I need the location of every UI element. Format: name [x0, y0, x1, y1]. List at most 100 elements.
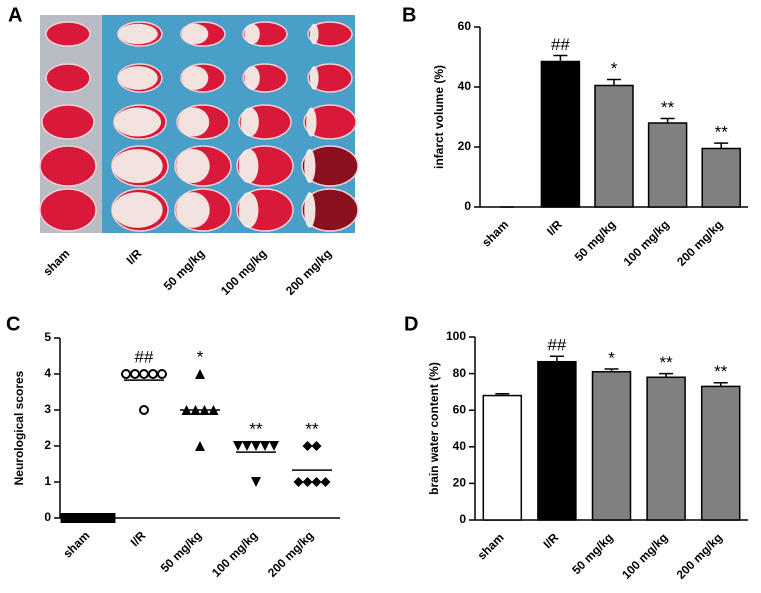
- point: [139, 369, 149, 379]
- y-tick-label: 3: [44, 402, 51, 416]
- bar: [540, 60, 581, 208]
- point: [60, 513, 71, 523]
- x-tick-label: sham: [475, 530, 507, 562]
- significance-label: *: [611, 59, 618, 78]
- x-tick-label: 100 mg/kg: [218, 246, 269, 297]
- infarct-area: [238, 192, 259, 228]
- error-bar: [549, 355, 564, 362]
- significance-label: **: [661, 98, 675, 117]
- brain-slice: [41, 104, 95, 140]
- point: [311, 477, 322, 487]
- infarct-area: [304, 149, 316, 183]
- y-tick-label: 20: [458, 139, 472, 153]
- y-axis-label: Neurological scores: [12, 370, 26, 485]
- panel-letter: A: [8, 4, 22, 26]
- point: [260, 441, 270, 451]
- significance-label: ##: [547, 336, 566, 355]
- infarct-area: [238, 149, 259, 183]
- point: [302, 477, 313, 487]
- infarct-area: [306, 107, 317, 137]
- point: [157, 369, 167, 379]
- y-tick-label: 60: [458, 19, 472, 33]
- y-tick-label: 40: [458, 79, 472, 93]
- y-axis-label: infarct volume (%): [432, 65, 446, 169]
- panel-letter: D: [404, 313, 418, 335]
- y-tick-label: 2: [44, 438, 51, 452]
- point: [302, 441, 313, 451]
- infarct-area: [304, 192, 316, 228]
- x-tick-label: sham: [479, 217, 511, 249]
- y-axis-label: brain water content (%): [427, 362, 441, 495]
- significance-label: **: [305, 419, 319, 438]
- brain-slice: [307, 21, 353, 47]
- infarct-area: [118, 66, 158, 90]
- error-bar: [495, 392, 510, 396]
- infarct-area: [181, 66, 209, 90]
- x-tick-label: I/R: [544, 217, 565, 238]
- error-bar: [660, 117, 675, 123]
- panel-letter: C: [6, 313, 20, 335]
- point: [121, 369, 131, 379]
- x-tick-label: 200 mg/kg: [674, 217, 725, 268]
- infarct-area: [178, 107, 210, 137]
- point: [105, 513, 116, 523]
- y-tick-label: 0: [44, 510, 51, 524]
- y-tick-label: 1: [44, 474, 51, 488]
- significance-label: **: [659, 353, 673, 372]
- infarct-area: [309, 66, 319, 90]
- infarct-area: [114, 107, 162, 137]
- x-tick-label: I/R: [541, 530, 562, 551]
- point: [311, 441, 322, 451]
- x-tick-label: sham: [40, 246, 72, 278]
- x-tick-label: I/R: [124, 246, 145, 267]
- point: [242, 441, 252, 451]
- y-tick-label: 80: [453, 366, 467, 380]
- significance-label: **: [249, 419, 263, 438]
- point: [269, 441, 279, 451]
- error-bar: [604, 368, 619, 372]
- x-tick-label: I/R: [128, 528, 149, 549]
- error-bar: [714, 142, 729, 149]
- bar: [647, 122, 688, 208]
- bar: [594, 84, 634, 208]
- error-bar: [713, 382, 728, 387]
- brain-slice: [301, 188, 359, 232]
- y-tick-label: 4: [44, 366, 51, 380]
- significance-label: ##: [135, 347, 154, 366]
- significance-label: ##: [551, 35, 570, 54]
- x-tick-label: 100 mg/kg: [621, 217, 672, 268]
- bar: [646, 376, 686, 521]
- brain-slice: [303, 104, 357, 140]
- y-tick-label: 60: [453, 402, 467, 416]
- x-tick-label: sham: [60, 528, 92, 560]
- significance-label: **: [715, 123, 729, 142]
- x-tick-label: 100 mg/kg: [619, 530, 670, 581]
- infarct-area: [244, 66, 260, 90]
- bar: [701, 147, 741, 208]
- significance-label: *: [608, 349, 615, 368]
- error-bar: [553, 54, 568, 62]
- infarct-area: [240, 107, 259, 137]
- bar: [591, 371, 632, 521]
- y-tick-label: 0: [459, 512, 466, 526]
- error-bar: [659, 372, 674, 378]
- infarct-area: [112, 149, 163, 183]
- point: [293, 477, 304, 487]
- infarct-area: [176, 149, 210, 183]
- infarct-area: [309, 23, 319, 45]
- point: [233, 441, 243, 451]
- brain-slice: [39, 145, 97, 187]
- x-tick-label: 200 mg/kg: [283, 246, 334, 297]
- point: [139, 405, 149, 415]
- point: [195, 441, 205, 451]
- bar: [482, 394, 523, 521]
- point: [251, 477, 261, 487]
- x-tick-label: 200 mg/kg: [265, 528, 316, 579]
- x-tick-label: 100 mg/kg: [209, 528, 260, 579]
- x-tick-label: 50 mg/kg: [569, 530, 616, 577]
- brain-slice: [45, 21, 91, 47]
- infarct-area: [112, 192, 163, 228]
- bar: [537, 360, 577, 521]
- point: [148, 369, 158, 379]
